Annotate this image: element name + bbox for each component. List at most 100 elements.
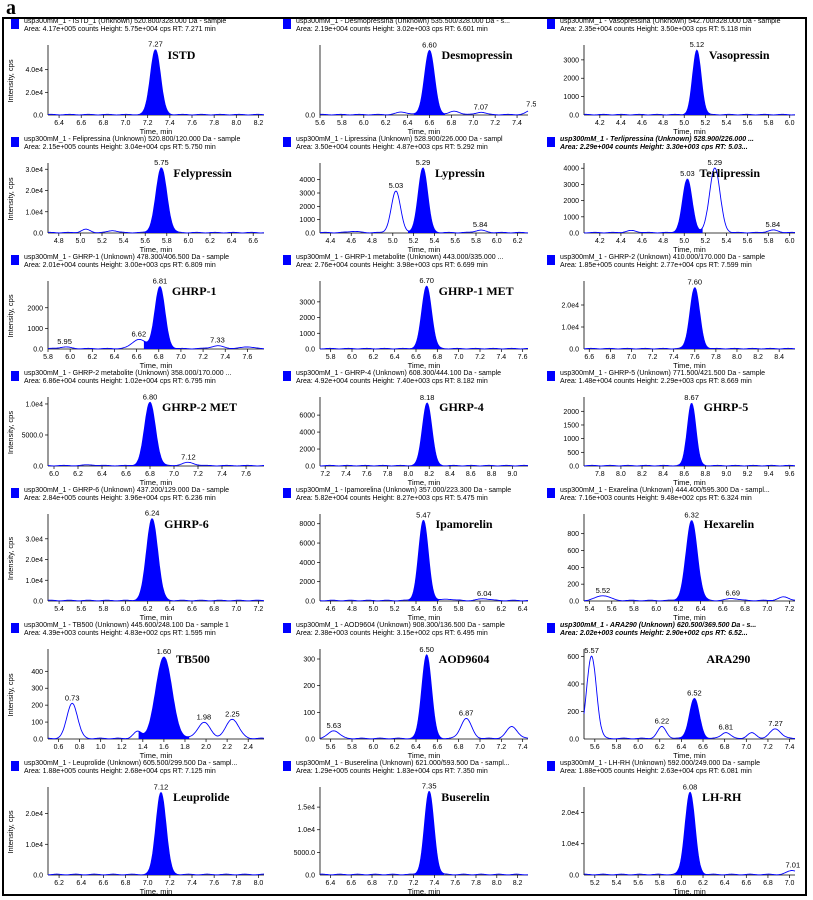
x-tick-label: 6.2 (368, 354, 378, 361)
compound-name: GHRP-1 (172, 284, 217, 298)
y-tick-label: 2000 (299, 579, 315, 586)
trace-color-swatch (283, 255, 291, 265)
y-tick-label: 1000 (299, 331, 315, 338)
x-tick-label: 5.6 (450, 238, 460, 245)
y-tick-label: 4000 (563, 166, 579, 173)
panel-header: usp300mM_1 - GHRP-2 metabolite (Unknown)… (4, 369, 272, 389)
chromatogram-svg: 4.8 5.0 5.2 5.4 5.6 5.8 6.0 6.2 6.4 6.6 1.0e4 2.0e4… (6, 158, 265, 253)
x-tick-label: 8.2 (424, 471, 434, 478)
chromatogram-trace (584, 287, 796, 350)
y-tick-label: 2000 (563, 409, 579, 416)
x-tick-label: 5.8 (162, 238, 172, 245)
x-tick-label: 8.8 (487, 471, 497, 478)
x-tick-label: 6.4 (97, 471, 107, 478)
x-axis-title: Time, min (140, 613, 173, 621)
x-tick-label: 6.8 (454, 744, 464, 751)
x-tick-label: 6.8 (367, 880, 377, 887)
x-tick-label: 0.8 (75, 744, 85, 751)
x-tick-label: 5.2 (700, 238, 710, 245)
y-tick-label: 0.0 (305, 231, 315, 238)
x-tick-label: 6.4 (696, 606, 706, 613)
x-tick-label: 5.6 (590, 744, 600, 751)
x-tick-label: 6.2 (87, 354, 97, 361)
x-tick-label: 7.2 (165, 880, 175, 887)
chromatogram-svg: 7.8 8.0 8.2 8.4 8.6 8.8 9.0 9.2 9.4 9.6 500 1000 150… (563, 393, 795, 486)
x-tick-label: 7.2 (648, 354, 658, 361)
peak-fill (138, 657, 190, 739)
y-tick-label: 1.0e4 (297, 827, 315, 834)
x-tick-label: 7.6 (241, 471, 251, 478)
chromatogram-panel: usp300mM_1 - TB500 (Unknown) 445.600/248… (4, 621, 272, 759)
y-tick-label: 1500 (563, 422, 579, 429)
compound-name: ARA290 (706, 652, 750, 666)
panel-header: usp300mM_1 - GHRP-6 (Unknown) 437.200/12… (4, 486, 272, 506)
chromatogram-svg: 5.2 5.4 5.6 5.8 6.0 6.2 6.4 6.6 6.8 7.0 1.0e4 2.0e4… (561, 782, 800, 895)
chromatogram-trace (48, 791, 264, 876)
panel-header-stats: Area: 4.17e+005 counts Height: 5.75e+004… (24, 26, 216, 33)
x-tick-label: 5.8 (612, 744, 622, 751)
x-tick-label: 4.4 (616, 238, 626, 245)
x-tick-label: 8.4 (658, 471, 668, 478)
y-tick-label: 1000 (563, 94, 579, 101)
x-tick-label: 9.6 (785, 471, 795, 478)
panel-header-title: usp300mM_1 - GHRP-2 (Unknown) 410.000/17… (560, 254, 766, 261)
y-tick-label: 3000 (299, 299, 315, 306)
x-tick-label: 5.0 (679, 238, 689, 245)
x-tick-label: 5.8 (764, 238, 774, 245)
peak-fill (678, 403, 706, 466)
x-tick-label: 2.4 (243, 744, 253, 751)
chromatogram-trace (48, 49, 264, 116)
x-tick-label: 1.6 (159, 744, 169, 751)
x-tick-label: 4.8 (347, 606, 357, 613)
trace-color-swatch (283, 137, 291, 147)
chromatogram-trace (319, 285, 528, 350)
compound-name: GHRP-4 (439, 400, 484, 414)
panel-header-title: usp300mM_1 - Buserelina (Unknown) 621.00… (296, 760, 510, 767)
y-tick-label: 0.0 (569, 113, 579, 120)
y-axis-title: Intensity, cps (6, 294, 15, 337)
x-tick-label: 9.0 (722, 471, 732, 478)
x-tick-label: 7.8 (231, 880, 241, 887)
x-tick-label: 6.6 (346, 880, 356, 887)
panel-header-title: usp300mM_1 - GHRP-5 (Unknown) 771.500/42… (560, 370, 766, 377)
peak-rt-label: 6.70 (419, 276, 434, 285)
x-tick-label: 7.6 (450, 880, 460, 887)
chromatogram-svg: 5.8 6.0 6.2 6.4 6.6 6.8 7.0 7.2 7.4 7.6 1000 2000 0.… (6, 277, 264, 369)
panel-header-stats: Area: 2.01e+004 counts Height: 3.00e+003… (24, 262, 216, 269)
y-tick-label: 2000 (27, 305, 43, 312)
y-tick-label: 300 (31, 686, 43, 693)
trace-color-swatch (547, 371, 555, 381)
x-tick-label: 6.8 (154, 354, 164, 361)
y-tick-label: 1.0e4 (25, 842, 43, 849)
peak-fill (134, 518, 170, 601)
y-tick-label: 0.0 (33, 113, 43, 120)
panel-header-stats: Area: 3.50e+004 counts Height: 4.87e+003… (296, 144, 488, 151)
x-tick-label: 7.0 (468, 120, 478, 127)
x-tick-label: 5.0 (388, 238, 398, 245)
x-tick-label: 6.4 (720, 880, 730, 887)
peak-rt-label: 5.52 (596, 586, 611, 595)
chromatogram-svg: 5.4 5.6 5.8 6.0 6.2 6.4 6.6 6.8 7.0 7.2 200 400 600 8… (567, 511, 796, 621)
chromatogram-trace (319, 519, 529, 602)
panel-header-stats: Area: 2.15e+005 counts Height: 3.04e+004… (24, 144, 216, 151)
chromatogram-panel: usp300mM_1 - GHRP-2 metabolite (Unknown)… (4, 369, 272, 486)
y-tick-label: 4000 (299, 560, 315, 567)
y-tick-label: 6000 (299, 541, 315, 548)
y-tick-label: 400 (31, 669, 43, 676)
x-tick-label: 5.8 (764, 120, 774, 127)
panel-header: usp300mM_1 - Lipressina (Unknown) 528.90… (276, 135, 536, 155)
x-tick-label: 8.6 (466, 471, 476, 478)
chromatogram-panel: usp300mM_1 - Leuprolide (Unknown) 605.50… (4, 759, 272, 895)
x-tick-label: 6.4 (677, 744, 687, 751)
trace-color-swatch (547, 488, 555, 498)
y-tick-label: 2.0e4 (561, 810, 579, 817)
x-tick-label: 7.0 (475, 744, 485, 751)
panel-header: usp300mM_1 - Terlipressina (Unknown) 528… (540, 135, 803, 155)
chromatogram-trace (583, 402, 795, 467)
chromatogram-svg: 6.4 6.6 6.8 7.0 7.2 7.4 7.6 7.8 8.0 8.2 5000.0 1.0e… (294, 781, 529, 895)
compound-name: Lypressin (435, 166, 485, 180)
x-tick-label: 4.4 (326, 238, 336, 245)
peak-rt-label: 7.27 (148, 40, 163, 49)
panel-header: usp300mM_1 - Buserelina (Unknown) 621.00… (276, 759, 536, 779)
peak-rt-label: 6.32 (684, 511, 699, 520)
